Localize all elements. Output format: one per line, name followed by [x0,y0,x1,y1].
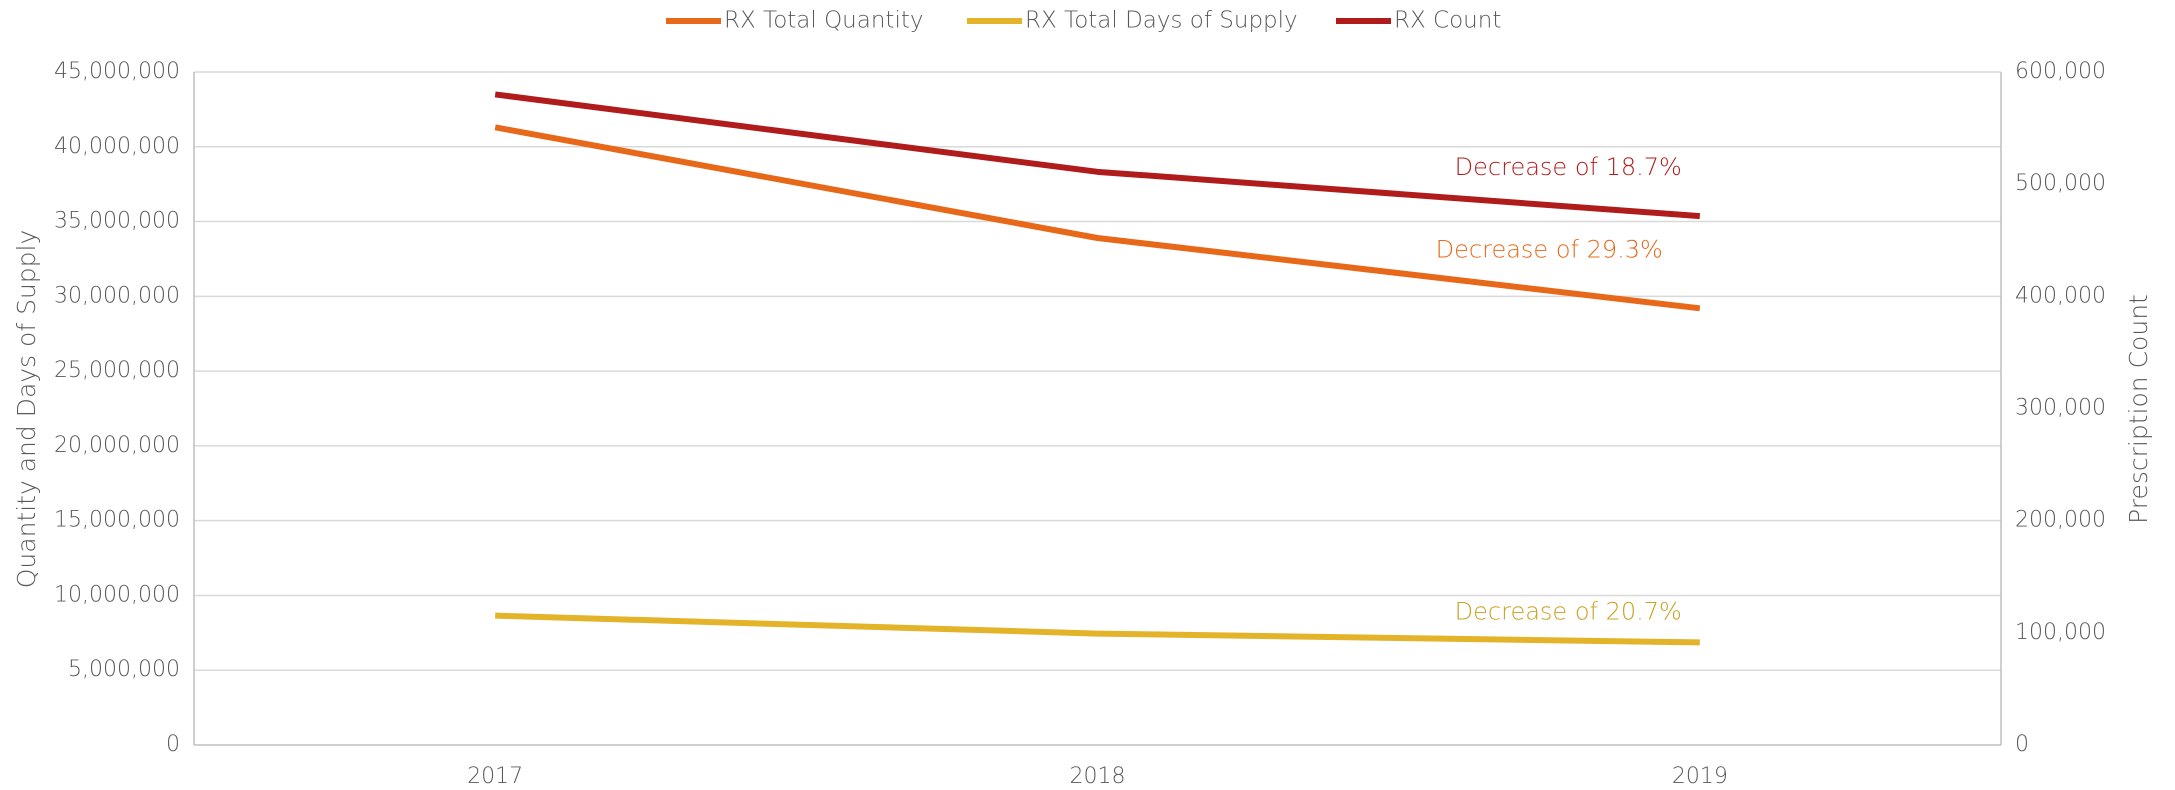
y2-tick-label: 200,000 [2015,508,2106,533]
series-line [494,91,1701,220]
y2-tick-label: 500,000 [2015,171,2106,196]
legend-label: RX Total Days of Supply [1025,8,1298,34]
y-tick-label: 15,000,000 [54,508,180,533]
y2-tick-label: 0 [2015,732,2029,757]
y-tick-label: 30,000,000 [54,283,180,308]
x-tick-label: 2018 [1070,764,1126,789]
y-tick-label: 5,000,000 [68,657,180,682]
y-tick-label: 20,000,000 [54,433,180,458]
y-tick-label: 0 [166,732,180,757]
y-tick-label: 10,000,000 [54,582,180,607]
y-tick-label: 25,000,000 [54,358,180,383]
annotation: Decrease of 20.7% [1455,597,1682,625]
series-line [495,612,1700,646]
y2-tick-label: 600,000 [2015,59,2106,84]
x-tick-label: 2019 [1672,764,1728,789]
annotation: Decrease of 29.3% [1436,235,1663,263]
y-axis-title: Quantity and Days of Supply [12,230,41,589]
y2-axis-title: Prescription Count [2124,294,2153,524]
legend-label: RX Total Quantity [724,8,923,34]
y2-tick-label: 300,000 [2015,396,2106,421]
series-line [494,124,1701,312]
y-tick-label: 45,000,000 [54,59,180,84]
y2-tick-label: 400,000 [2015,283,2106,308]
y-tick-label: 35,000,000 [54,209,180,234]
annotation: Decrease of 18.7% [1455,153,1682,181]
x-tick-label: 2017 [467,764,523,789]
y-tick-label: 40,000,000 [54,134,180,159]
legend-label: RX Count [1394,8,1501,34]
y2-tick-label: 100,000 [2015,620,2106,645]
